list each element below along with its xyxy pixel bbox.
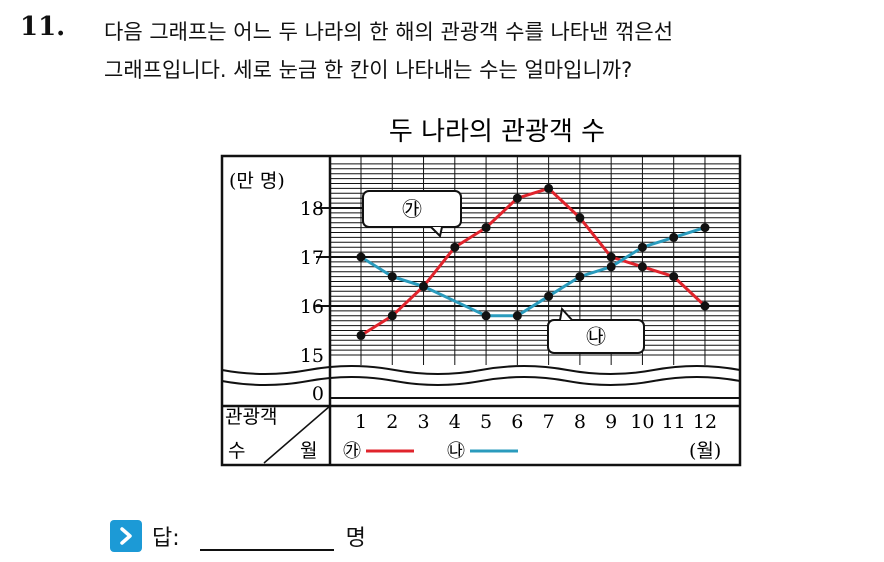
y-tick-label: 18 (300, 198, 324, 220)
y-tick-label: 16 (300, 296, 324, 318)
x-tick-label: 3 (417, 411, 429, 433)
answer-blank[interactable] (199, 521, 334, 551)
data-point (481, 223, 491, 233)
chart-grid (316, 156, 740, 365)
data-point (512, 311, 522, 321)
data-point (637, 262, 647, 272)
axis-break-line (221, 376, 741, 386)
data-point (544, 183, 554, 193)
corner-diagonal (263, 405, 331, 464)
question-number: 11. (20, 12, 66, 42)
data-point (606, 262, 616, 272)
x-tick-label: 10 (630, 411, 654, 433)
data-point (481, 311, 491, 321)
y-tick-label: 15 (300, 345, 324, 367)
data-point (544, 291, 554, 301)
data-point (512, 193, 522, 203)
callout-label: ㉯ (586, 325, 606, 349)
data-point (575, 272, 585, 282)
x-tick-label: 5 (480, 411, 492, 433)
question-text-line-2: 그래프입니다. 세로 눈금 한 칸이 나타내는 수는 얼마입니까? (104, 58, 633, 82)
answer-row: 답: 명 (110, 520, 366, 552)
corner-label-tourists: 관광객 (225, 406, 277, 428)
x-tick-label: 11 (662, 411, 686, 433)
y-tick-labels: 18 17 16 15 0 (300, 198, 324, 405)
chevron-right-icon (110, 520, 142, 552)
data-point (700, 301, 710, 311)
x-tick-label: 8 (574, 411, 586, 433)
data-point (356, 330, 366, 340)
callout-box (547, 319, 645, 354)
question-text-line-1: 다음 그래프는 어느 두 나라의 한 해의 관광객 수를 나타낸 꺾은선 (104, 20, 674, 44)
chart-frame (220, 154, 742, 467)
axis-break-fill (223, 368, 739, 383)
data-point (356, 252, 366, 262)
chart-callouts: ㉮㉯ (362, 190, 645, 354)
data-point (419, 281, 429, 291)
x-tick-labels: 1 2 3 4 5 6 7 8 9 10 11 12 (355, 411, 717, 433)
axis-break-line (221, 365, 741, 375)
chart-title: 두 나라의 관광객 수 (389, 117, 605, 147)
axis-break (221, 365, 741, 386)
callout-tail (559, 306, 573, 321)
answer-label: 답: (152, 526, 180, 551)
data-point (450, 242, 460, 252)
y-axis-unit-label: (만 명) (229, 170, 285, 192)
x-tick-label: 9 (605, 411, 617, 433)
answer-unit: 명 (345, 526, 366, 551)
callout-tail (430, 226, 443, 238)
chart-border (220, 154, 742, 467)
data-point (700, 223, 710, 233)
data-point (669, 272, 679, 282)
callout-label: ㉮ (402, 197, 422, 221)
data-point (637, 242, 647, 252)
series-line (360, 186, 706, 337)
data-point (387, 272, 397, 282)
legend-label: ㉯ (447, 441, 465, 462)
x-tick-label: 12 (693, 411, 717, 433)
x-axis-unit-label: (월) (689, 440, 721, 462)
x-tick-label: 1 (355, 411, 367, 433)
x-tick-label: 2 (386, 411, 398, 433)
chart-series (356, 183, 710, 340)
data-point (606, 252, 616, 262)
x-tick-label: 7 (543, 411, 555, 433)
data-point (669, 232, 679, 242)
y-tick-label: 0 (312, 383, 324, 405)
corner-label-month: 월 (300, 440, 317, 462)
legend-label: ㉮ (343, 441, 361, 462)
y-tick-label: 17 (300, 247, 324, 269)
callout-box (362, 190, 462, 228)
data-point (575, 213, 585, 223)
data-point (387, 311, 397, 321)
x-tick-label: 6 (511, 411, 523, 433)
corner-label-count: 수 (228, 440, 245, 462)
x-tick-label: 4 (449, 411, 461, 433)
